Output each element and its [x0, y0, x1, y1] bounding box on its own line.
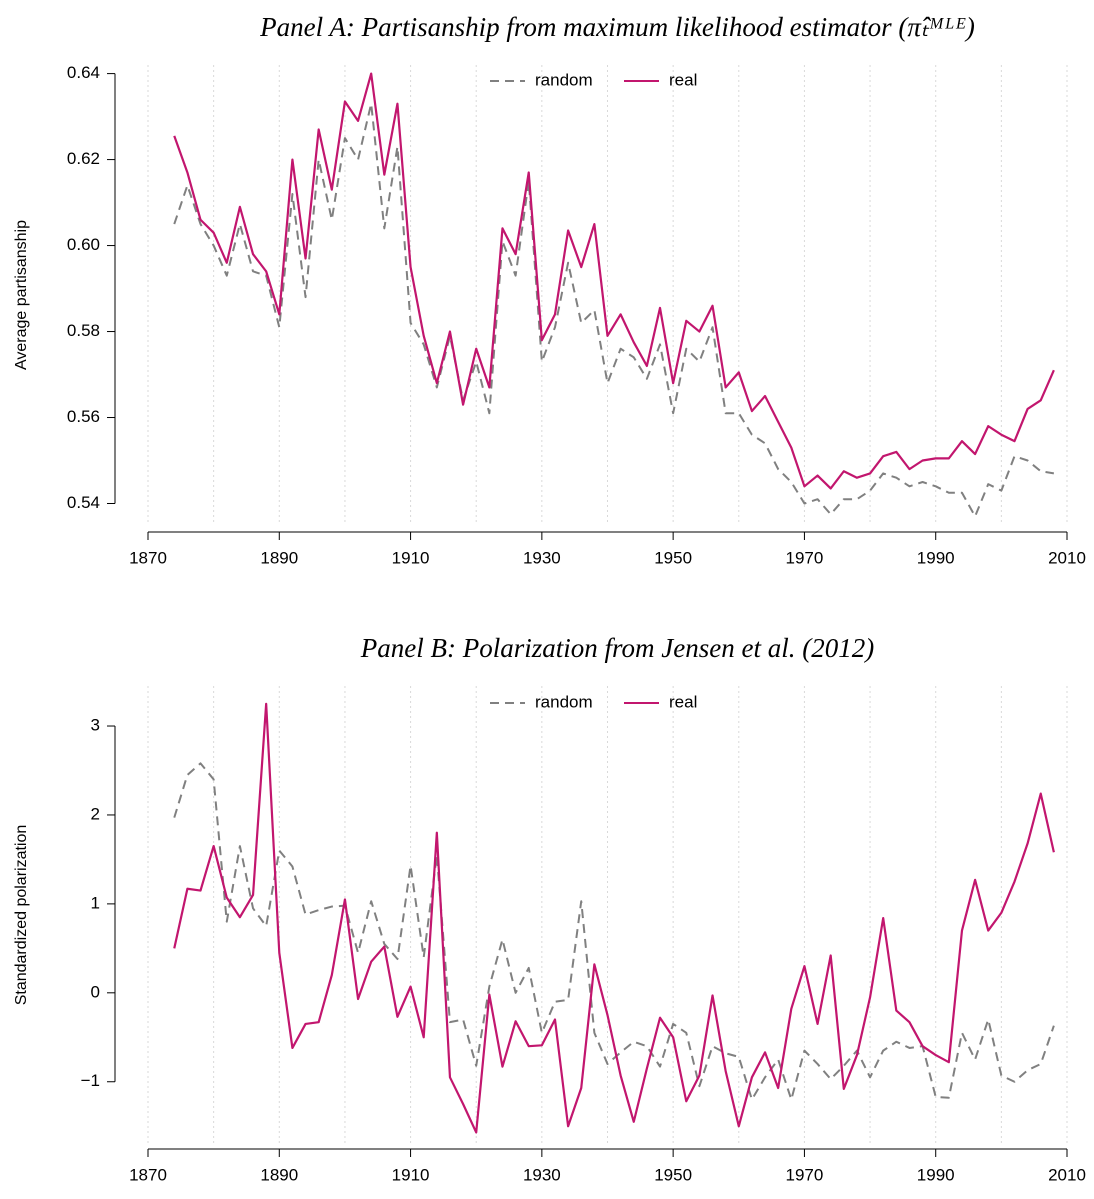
x-tick-label: 2010: [1048, 548, 1086, 567]
legend-label: random: [535, 692, 593, 711]
series-line: [173, 762, 1055, 1101]
y-axis-label: Standardized polarization: [13, 825, 30, 1006]
legend-label: real: [669, 692, 697, 711]
y-tick-label: 0.60: [67, 235, 100, 254]
y-tick-label: 0: [91, 982, 100, 1001]
series-line: [173, 702, 1055, 1134]
y-tick-label: −1: [81, 1071, 100, 1090]
x-tick-label: 1970: [786, 1165, 824, 1184]
x-tick-label: 1890: [260, 1165, 298, 1184]
y-tick-label: 1: [91, 893, 100, 912]
y-axis-label: Average partisanship: [13, 220, 30, 370]
chart-title: Panel B: Polarization from Jensen et al.…: [360, 633, 874, 663]
chart-title: Panel A: Partisanship from maximum likel…: [259, 12, 975, 42]
x-tick-label: 1970: [786, 548, 824, 567]
x-tick-label: 1870: [129, 1165, 167, 1184]
y-tick-label: 0.56: [67, 407, 100, 426]
x-tick-label: 1990: [917, 1165, 955, 1184]
y-tick-label: 0.54: [67, 493, 100, 512]
legend-label: random: [535, 70, 593, 89]
y-tick-label: 0.58: [67, 321, 100, 340]
x-tick-label: 1990: [917, 548, 955, 567]
panel: Panel B: Polarization from Jensen et al.…: [13, 633, 1086, 1184]
series-line: [173, 102, 1055, 518]
legend-label: real: [669, 70, 697, 89]
series-line: [173, 72, 1055, 490]
panel: Panel A: Partisanship from maximum likel…: [13, 12, 1086, 567]
y-tick-label: 3: [91, 716, 100, 735]
y-tick-label: 0.62: [67, 149, 100, 168]
y-tick-label: 0.64: [67, 63, 100, 82]
x-tick-label: 1910: [392, 1165, 430, 1184]
x-tick-label: 1870: [129, 548, 167, 567]
x-tick-label: 1930: [523, 1165, 561, 1184]
y-tick-label: 2: [91, 804, 100, 823]
x-tick-label: 1910: [392, 548, 430, 567]
x-tick-label: 1950: [654, 1165, 692, 1184]
x-tick-label: 1930: [523, 548, 561, 567]
x-tick-label: 2010: [1048, 1165, 1086, 1184]
x-tick-label: 1950: [654, 548, 692, 567]
x-tick-label: 1890: [260, 548, 298, 567]
